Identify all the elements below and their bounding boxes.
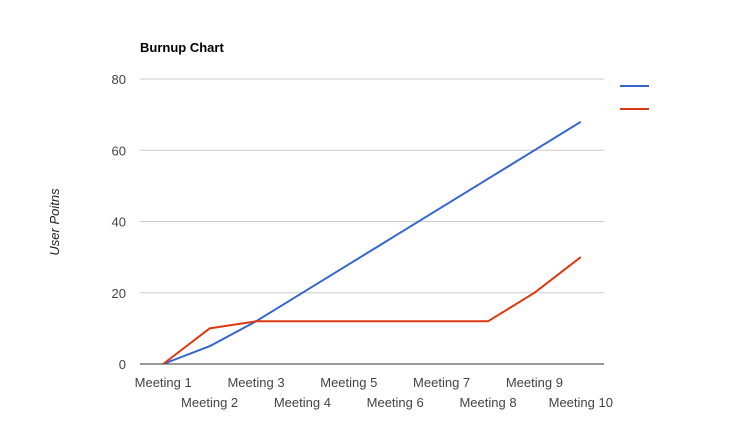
chart-title: Burnup Chart (140, 40, 224, 55)
x-tick-label-2: Meeting 3 (227, 375, 284, 390)
x-tick-label-5: Meeting 6 (367, 395, 424, 410)
x-tick-label-3: Meeting 4 (274, 395, 331, 410)
x-tick-label-9: Meeting 10 (549, 395, 613, 410)
y-tick-label-0: 0 (119, 357, 126, 372)
series-lines (162, 120, 582, 365)
y-tick-label-2: 40 (112, 215, 126, 230)
series-line-0 (162, 120, 582, 365)
x-tick-label-0: Meeting 1 (135, 375, 192, 390)
y-tick-label-4: 80 (112, 72, 126, 87)
x-tick-label-6: Meeting 7 (413, 375, 470, 390)
x-tick-label-4: Meeting 5 (320, 375, 377, 390)
x-tick-label-7: Meeting 8 (459, 395, 516, 410)
legend[interactable] (620, 85, 649, 110)
y-axis-label: User Poitns (47, 188, 62, 256)
gridlines (140, 78, 604, 294)
x-axis-ticks: Meeting 1 Meeting 2 Meeting 3 Meeting 4 Meet… (135, 375, 613, 410)
x-tick-label-8: Meeting 9 (506, 375, 563, 390)
y-tick-label-3: 60 (112, 143, 126, 158)
y-tick-label-1: 20 (112, 286, 126, 301)
series-line-1 (162, 256, 582, 365)
y-axis-ticks: 0 20 40 60 80 (112, 72, 126, 372)
x-tick-label-1: Meeting 2 (181, 395, 238, 410)
